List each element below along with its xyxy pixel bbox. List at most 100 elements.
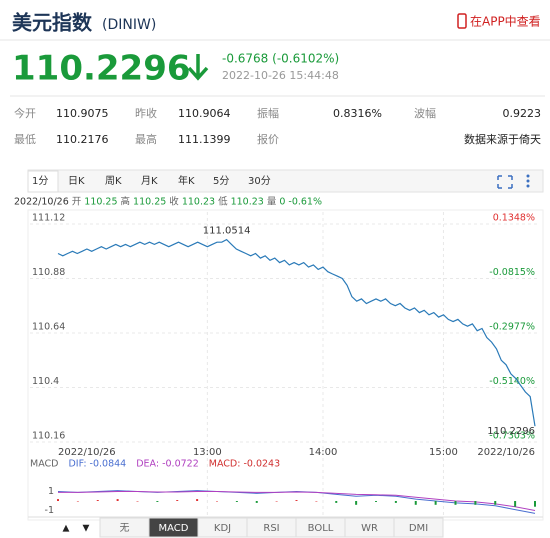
tab[interactable]: 周K [105,175,122,187]
tab[interactable]: 日K [68,176,85,187]
macd-chart: MACD DIF: -0.0844 DEA: -0.0722 MACD: -0.024… [30,459,536,516]
macd-bar [414,501,417,505]
macd-bar [534,501,536,507]
x-tick-label: 15:00 [429,447,458,458]
annotation: 111.0514 [203,226,251,237]
tab[interactable]: 1分 [32,175,48,187]
macd-bar [474,501,477,505]
stat-value: 110.9064 [178,107,231,120]
macd-bar [394,501,397,503]
change: -0.6768 (-0.6102%) [222,52,339,66]
stat-label: 昨收 [135,106,157,120]
info-value: -0.61% [288,197,322,208]
macd-bar [136,501,139,502]
nav-button[interactable]: ▼ [83,524,90,534]
stat-label: 今开 [14,106,36,120]
macd-bar [335,501,338,503]
macd-bar [76,501,79,502]
menu-icon [526,184,530,188]
indicator-label[interactable]: WR [361,523,378,534]
info-value: 2022/10/26 [14,197,69,208]
code: (DINIW) [102,17,156,33]
macd-legend: DIF: -0.0844 [68,459,126,470]
stat-value: 0.8316% [333,107,382,120]
tab[interactable]: 年K [178,174,195,187]
macd-bar [216,501,218,502]
stat-label: 振幅 [257,106,279,120]
indicator-label[interactable]: RSI [263,523,279,534]
macd-bar [116,499,119,501]
annotation: 110.2296 [487,426,535,437]
stat-value: 111.1399 [178,133,231,146]
y-tick-label: 110.64 [32,322,65,333]
stat-value: 110.9075 [56,107,109,120]
menu-icon[interactable] [526,174,530,178]
source: 数据来源于倚天 [464,132,541,146]
indicator-label[interactable]: KDJ [214,523,231,534]
macd-bar [355,501,358,505]
macd-bar [514,501,517,507]
tabs: 1分 日K 周K 月K 年K 5分 30分 [27,170,271,193]
x-tick-label: 13:00 [193,447,222,458]
y2-tick-label: -0.7303% [489,431,535,442]
tab[interactable]: 月K [141,175,158,187]
fullscreen-icon[interactable] [497,175,513,189]
macd-bar [315,501,318,502]
macd-bar [176,500,179,501]
info-label: 开 [72,197,82,208]
down-arrow [187,54,209,81]
macd-legend: MACD: -0.0243 [209,459,280,470]
tool-icons [497,174,530,189]
info-label: 高 [121,196,131,208]
y-tick-label: 110.88 [32,267,65,278]
y2-tick-label: -0.2977% [489,321,535,332]
info-value: 110.25 [133,197,166,208]
macd-bar [295,500,298,501]
macd-bar [235,501,238,502]
info-value: 110.23 [182,197,215,208]
macd-bar [196,499,199,501]
x-tick-label: 14:00 [309,447,338,458]
macd-bar [255,501,258,503]
menu-icon [526,179,530,183]
info-value: 110.25 [84,197,117,208]
indicator-label[interactable]: MACD [159,523,189,534]
y2-tick-label: -0.5140% [489,376,535,387]
macd-legend: DEA: -0.0722 [136,459,199,470]
info-label: 低 [218,196,228,208]
stat-value: 110.2176 [56,133,109,146]
tab[interactable]: 5分 [213,175,229,187]
stat-label: 波幅 [414,107,436,120]
info-line: 2022/10/26 开 110.25 高 110.25 收 110.23 低 110.23 量 0… [14,196,322,208]
macd-bar [275,501,278,502]
stat-label: 最低 [14,133,36,146]
indicator-tab[interactable] [393,517,444,538]
macd-bar [96,500,99,501]
macd-legend: MACD [30,459,58,470]
info-label: 量 [267,197,277,208]
tab-selected [27,170,59,193]
macd-line [57,490,536,514]
phone-icon[interactable] [457,13,467,29]
tab[interactable]: 30分 [248,175,271,187]
chart-frame [27,209,544,521]
indicator-label[interactable]: BOLL [308,523,334,534]
nav-button[interactable]: ▲ [63,524,70,534]
app-link[interactable]: 在APP中查看 [470,14,541,29]
indicator-label[interactable]: 无 [120,523,130,534]
x-tick-label: 2022/10/26 [477,447,535,458]
y-tick-label: 111.12 [32,213,65,224]
macd-bar [494,501,497,505]
y2-tick-label: -0.0815% [489,267,535,278]
stats: 今开 110.9075 昨收 110.9064 振幅 0.8316% 波幅 0.… [14,106,541,146]
price: 110.2296 [12,49,191,89]
y-tick-label: 110.4 [32,376,59,387]
indicator-label[interactable]: DMI [409,523,428,534]
info-value: 0 [279,197,285,208]
macd-tick-label: -1 [45,505,54,516]
y2-tick-label: 0.1348% [493,213,535,224]
macd-bar [156,501,159,502]
title: 美元指数 [12,11,93,35]
stat-label: 报价 [257,132,279,146]
macd-bar [454,501,457,505]
